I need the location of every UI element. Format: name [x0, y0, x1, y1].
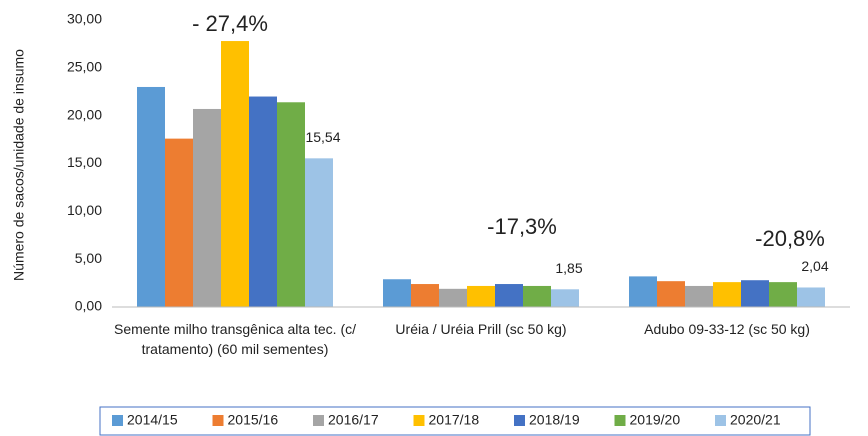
bar — [221, 41, 249, 308]
legend-label: 2019/20 — [630, 412, 681, 428]
y-axis-label: Número de sacos/unidade de insumo — [11, 49, 27, 281]
legend-swatch — [614, 415, 626, 426]
bar — [383, 279, 411, 307]
legend-label: 2018/19 — [529, 412, 580, 428]
bar — [741, 280, 769, 307]
legend-label: 2020/21 — [730, 412, 781, 428]
annotation: -17,3% — [487, 214, 557, 239]
legend-swatch — [212, 415, 224, 426]
y-tick-label: 30,00 — [67, 11, 102, 27]
bar — [713, 282, 741, 307]
bar — [193, 108, 221, 307]
legend-swatch — [413, 415, 425, 426]
x-tick-label: Uréia / Uréia Prill (sc 50 kg) — [395, 321, 567, 337]
legend-box — [99, 406, 811, 436]
y-tick-label: 15,00 — [67, 154, 102, 170]
data-label: 1,85 — [555, 260, 582, 276]
bar — [165, 138, 193, 307]
y-tick-label: 10,00 — [67, 202, 102, 218]
legend-swatch — [313, 415, 324, 426]
bar — [439, 288, 467, 307]
y-tick-label: 5,00 — [75, 250, 102, 266]
data-label: 15,54 — [305, 129, 340, 145]
legend-label: 2015/16 — [228, 412, 279, 428]
bar — [657, 281, 685, 307]
x-tick-label: Semente milho transgênica alta tec. (c/ … — [113, 321, 356, 357]
x-tick-label: Adubo 09-33-12 (sc 50 kg) — [644, 321, 810, 337]
legend-swatch — [715, 415, 726, 426]
bar — [277, 102, 305, 307]
bar — [685, 285, 713, 307]
bar — [551, 289, 579, 307]
legend-label: 2016/17 — [328, 412, 379, 428]
bar — [411, 284, 439, 307]
bar — [523, 285, 551, 307]
bar — [467, 285, 495, 307]
legend-label: 2014/15 — [127, 412, 178, 428]
bar — [305, 158, 333, 307]
y-tick-label: 25,00 — [67, 59, 102, 75]
legend-swatch — [514, 415, 525, 426]
legend-swatch — [112, 415, 123, 426]
bar — [495, 284, 523, 307]
y-tick-label: 0,00 — [75, 298, 102, 314]
bar — [769, 282, 797, 307]
data-label: 2,04 — [801, 258, 828, 274]
y-tick-label: 20,00 — [67, 106, 102, 122]
bar — [137, 86, 165, 307]
annotation: - 27,4% — [192, 11, 268, 36]
legend-label: 2017/18 — [429, 412, 480, 428]
bar — [629, 276, 657, 307]
bar — [249, 96, 277, 308]
annotation: -20,8% — [755, 226, 825, 251]
bar — [797, 287, 825, 307]
